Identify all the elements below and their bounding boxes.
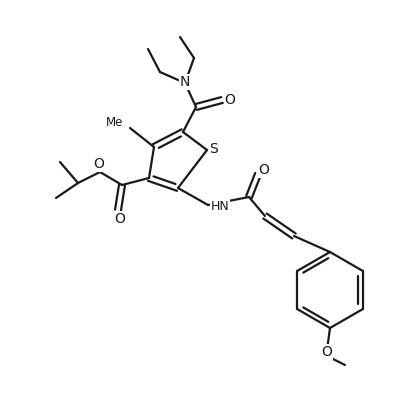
Text: O: O <box>225 93 235 107</box>
Text: O: O <box>321 345 332 359</box>
Text: O: O <box>115 212 125 226</box>
Text: O: O <box>259 163 269 177</box>
Text: HN: HN <box>211 200 230 213</box>
Text: O: O <box>94 157 104 171</box>
Text: Me: Me <box>105 117 123 130</box>
Text: S: S <box>210 142 218 156</box>
Text: N: N <box>180 75 190 89</box>
